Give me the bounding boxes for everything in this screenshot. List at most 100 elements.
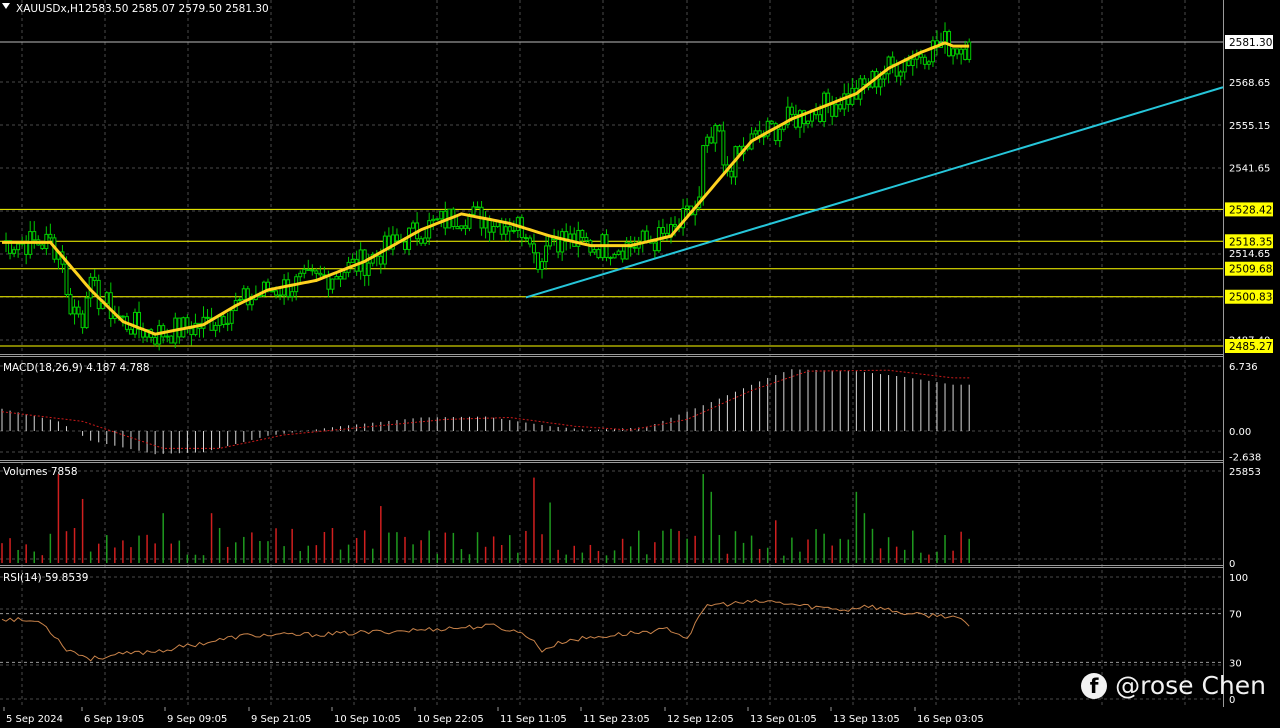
price-axis: 2568.652555.152541.652514.652487.402528.…: [1225, 35, 1273, 353]
candle-body: [80, 313, 85, 329]
macd-tick: 6.736: [1229, 362, 1258, 373]
candle-body: [12, 249, 17, 254]
candle-body: [620, 250, 625, 260]
candle-body: [306, 268, 311, 271]
horizontal-levels[interactable]: [0, 41, 1223, 347]
candle-body: [548, 236, 553, 247]
candle-body: [32, 231, 37, 241]
candle-body: [652, 242, 657, 252]
candle-body: [290, 291, 295, 297]
candle-body: [128, 328, 133, 335]
time-tick: 12 Sep 12:05: [667, 714, 734, 725]
header: XAUUSDx,H1 2583.50 2585.07 2579.50 2581.…: [2, 3, 269, 15]
time-tick: 11 Sep 11:05: [500, 714, 567, 725]
candle-body: [104, 292, 109, 304]
candle-body: [221, 316, 226, 325]
candle-body: [435, 218, 440, 221]
macd-label: MACD(18,26,9) 4.187 4.788: [3, 362, 150, 374]
candle-body: [882, 73, 887, 80]
panel-frame: [0, 0, 1224, 707]
rsi-tick: 30: [1229, 658, 1242, 669]
ma-line: [2, 41, 970, 336]
candle-body: [427, 220, 432, 239]
level-tag: [1225, 289, 1273, 304]
time-tick: 10 Sep 10:05: [334, 714, 401, 725]
candle-body: [298, 272, 303, 278]
time-axis: 5 Sep 2024 6 Sep 19:05 9 Sep 09:05 9 Sep 21…: [3, 707, 984, 725]
candle-body: [475, 206, 480, 209]
candle-body: [338, 276, 343, 280]
candle-body: [8, 240, 13, 254]
candle-body: [527, 237, 532, 245]
candle-body: [535, 252, 540, 270]
candle-body: [112, 315, 117, 320]
level-tag-text: 2500.83: [1229, 292, 1272, 304]
volume-bars: [1, 474, 970, 563]
candle-body: [616, 250, 621, 255]
candle-body: [576, 229, 581, 247]
candle-body: [229, 310, 234, 324]
candle-body: [16, 243, 21, 251]
candle-body: [241, 288, 246, 301]
candle-body: [713, 125, 718, 144]
candle-body: [503, 226, 508, 235]
candle-body: [439, 210, 444, 220]
candle-body: [789, 106, 794, 115]
candle-body: [886, 56, 891, 75]
candle-body: [705, 136, 710, 147]
candle-body: [431, 218, 436, 222]
candle-body: [846, 93, 851, 105]
grid: [0, 0, 1223, 707]
candle-body: [286, 279, 291, 297]
time-tick: 6 Sep 19:05: [84, 714, 144, 725]
candle-body: [540, 261, 545, 270]
watermark-text: @rose Chen: [1115, 671, 1266, 700]
candle-body: [72, 306, 77, 315]
candle-body: [898, 71, 903, 77]
rsi-axis: 100 70 30 0: [1229, 573, 1248, 706]
candle-body: [310, 269, 315, 272]
candle-body: [314, 270, 319, 274]
candle-body: [673, 223, 678, 227]
candle-body: [906, 60, 911, 66]
candle-body: [24, 241, 29, 255]
volume-tick: 25853: [1229, 467, 1261, 478]
time-tick: 13 Sep 13:05: [833, 714, 900, 725]
price-tick: 2514.65: [1229, 249, 1270, 260]
candle-body: [302, 268, 307, 274]
candle-body: [326, 275, 331, 290]
level-tag-text: 2509.68: [1229, 264, 1272, 276]
candle-body: [793, 113, 798, 128]
macd-signal-path: [1, 369, 970, 449]
candle-body: [92, 276, 97, 281]
time-tick: 10 Sep 22:05: [417, 714, 484, 725]
candle-body: [403, 241, 407, 250]
trendline[interactable]: [525, 86, 1224, 299]
candle-body: [608, 256, 613, 259]
candle-body: [963, 48, 968, 60]
candle-body: [153, 336, 158, 345]
level-tag-text: 2485.27: [1229, 341, 1272, 353]
candle-body: [773, 123, 778, 142]
candle-body: [729, 170, 734, 178]
candle-body: [459, 225, 464, 230]
candle-body: [225, 322, 230, 325]
candle-body: [205, 316, 210, 319]
candle-body: [717, 125, 722, 132]
candle-body: [177, 317, 182, 338]
chart-menu-icon[interactable]: [2, 3, 10, 9]
candle-body: [318, 272, 323, 276]
candle-body: [959, 48, 964, 55]
candle-body: [701, 145, 706, 198]
candle-body: [951, 48, 956, 57]
trendline-segment[interactable]: [525, 86, 1224, 299]
candle-body: [955, 48, 960, 55]
candle-body: [108, 292, 113, 320]
candle-body: [64, 263, 69, 295]
symbol-label: XAUUSDx,H1: [16, 3, 85, 15]
rsi-tick: 0: [1229, 695, 1235, 706]
macd-tick: -2.638: [1229, 452, 1261, 463]
candle-body: [930, 40, 935, 63]
candle-body: [169, 335, 174, 344]
rsi-line: [1, 599, 970, 662]
